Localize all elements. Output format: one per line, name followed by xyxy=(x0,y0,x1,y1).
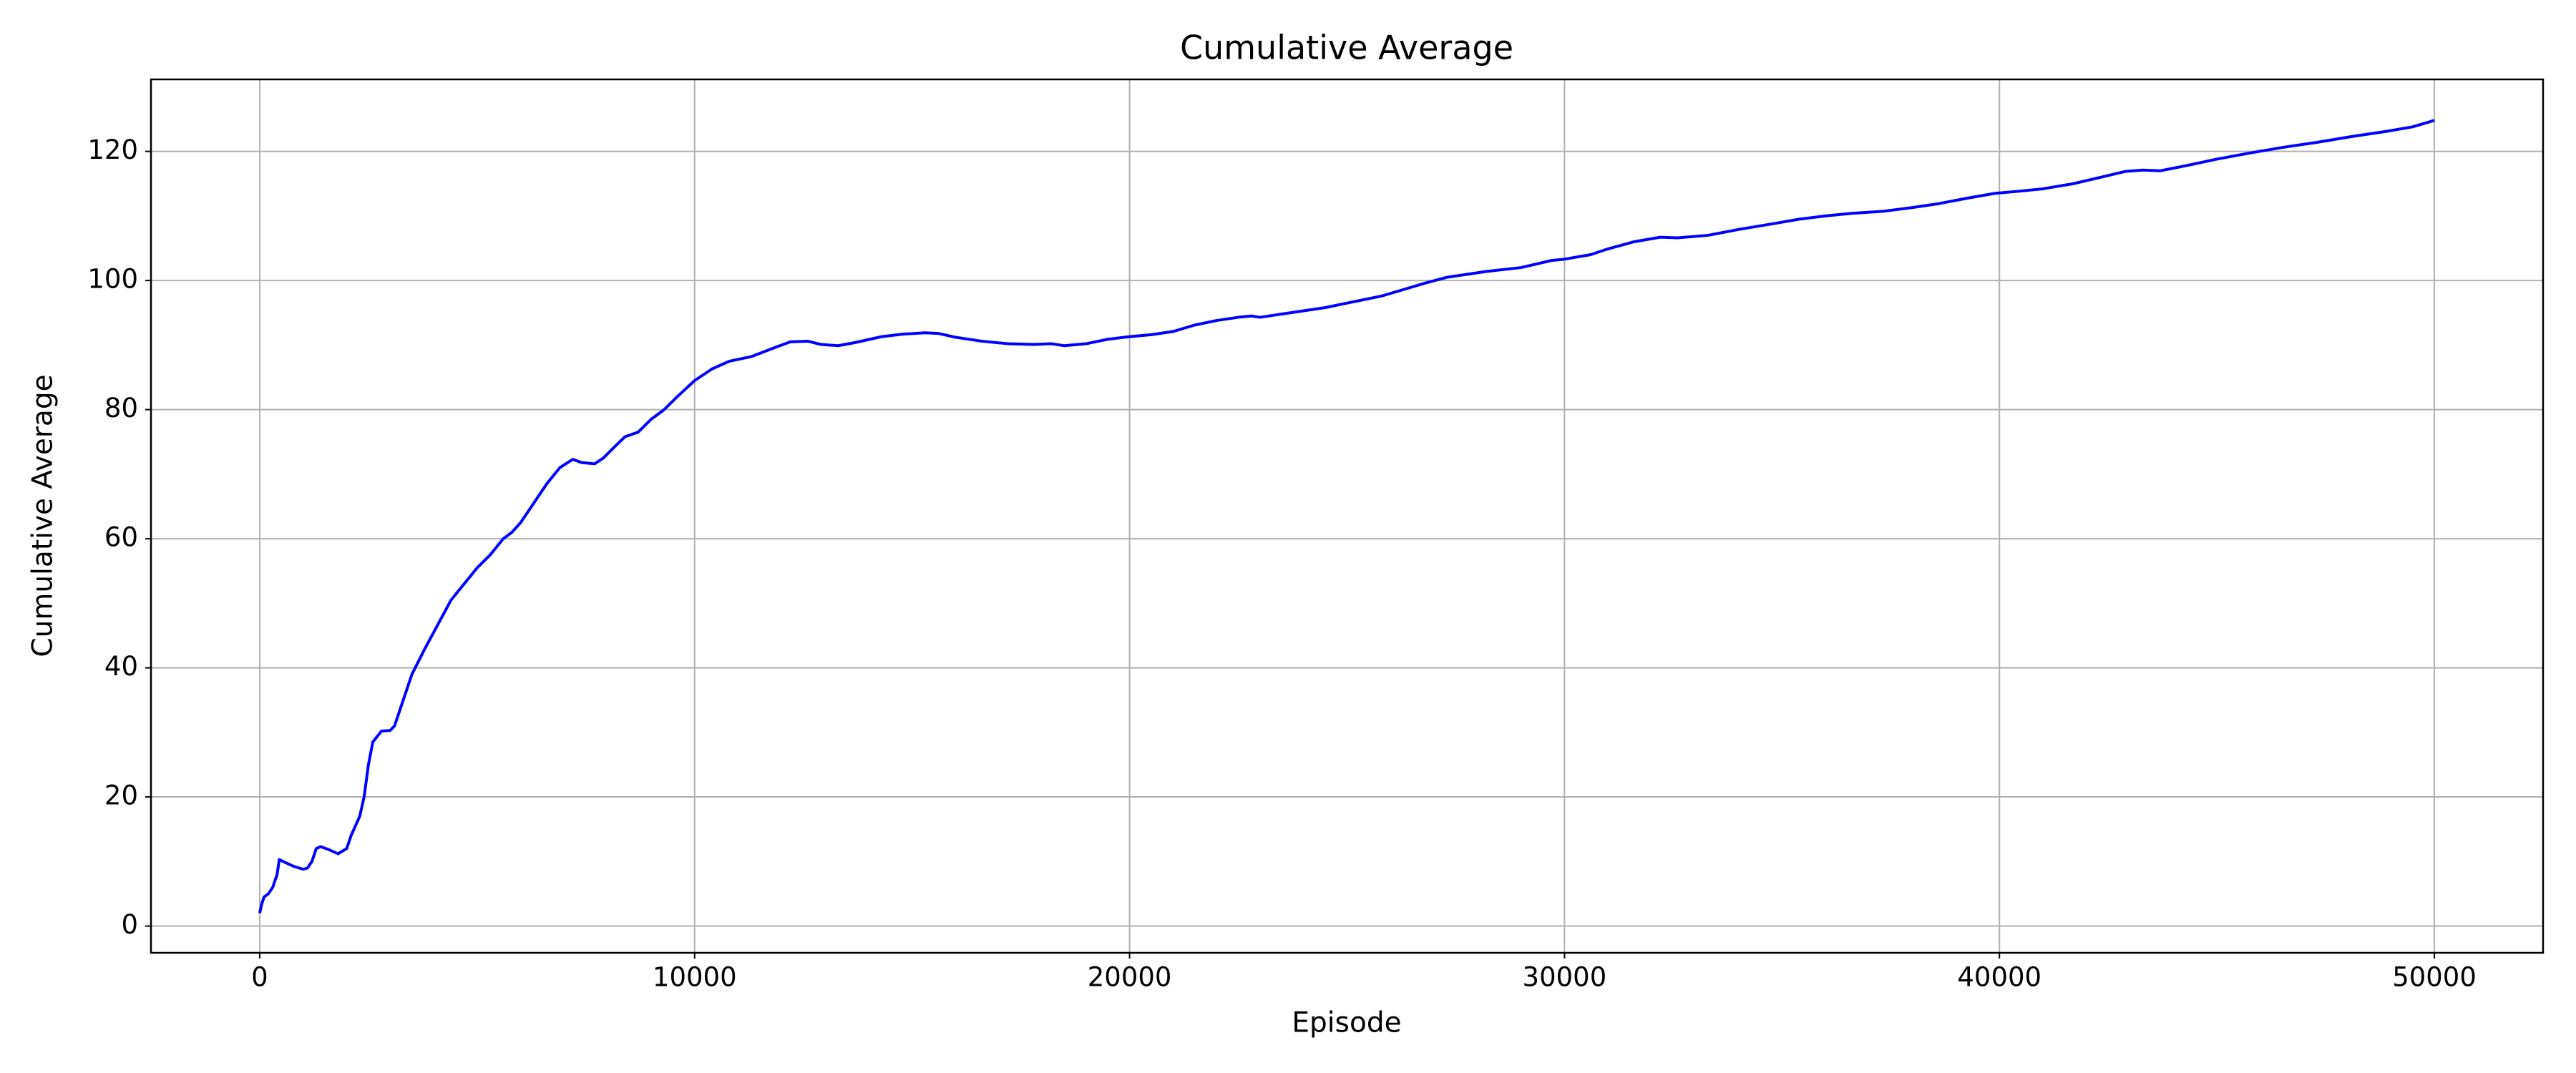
plot-area xyxy=(258,119,2435,913)
y-tick-label: 60 xyxy=(104,522,138,553)
x-tick-label: 30000 xyxy=(1523,962,1607,993)
y-tick-label: 40 xyxy=(104,651,138,682)
y-axis-label: Cumulative Average xyxy=(27,374,59,657)
x-tick-label: 20000 xyxy=(1088,962,1172,993)
data-line xyxy=(258,119,2435,913)
x-axis-label: Episode xyxy=(1292,1007,1401,1039)
chart-title: Cumulative Average xyxy=(1180,29,1513,67)
x-tick-label: 0 xyxy=(251,962,268,993)
x-tick-label: 40000 xyxy=(1957,962,2041,993)
y-tick-label: 100 xyxy=(87,264,138,295)
axes-frame xyxy=(150,78,2545,954)
x-tick-label: 10000 xyxy=(653,962,737,993)
y-tick-label: 0 xyxy=(121,909,138,940)
y-tick-label: 20 xyxy=(104,780,138,811)
y-tick-label: 80 xyxy=(104,393,138,423)
grid xyxy=(151,79,2543,953)
x-tick-label: 50000 xyxy=(2392,962,2477,993)
y-tick-label: 120 xyxy=(87,134,138,165)
